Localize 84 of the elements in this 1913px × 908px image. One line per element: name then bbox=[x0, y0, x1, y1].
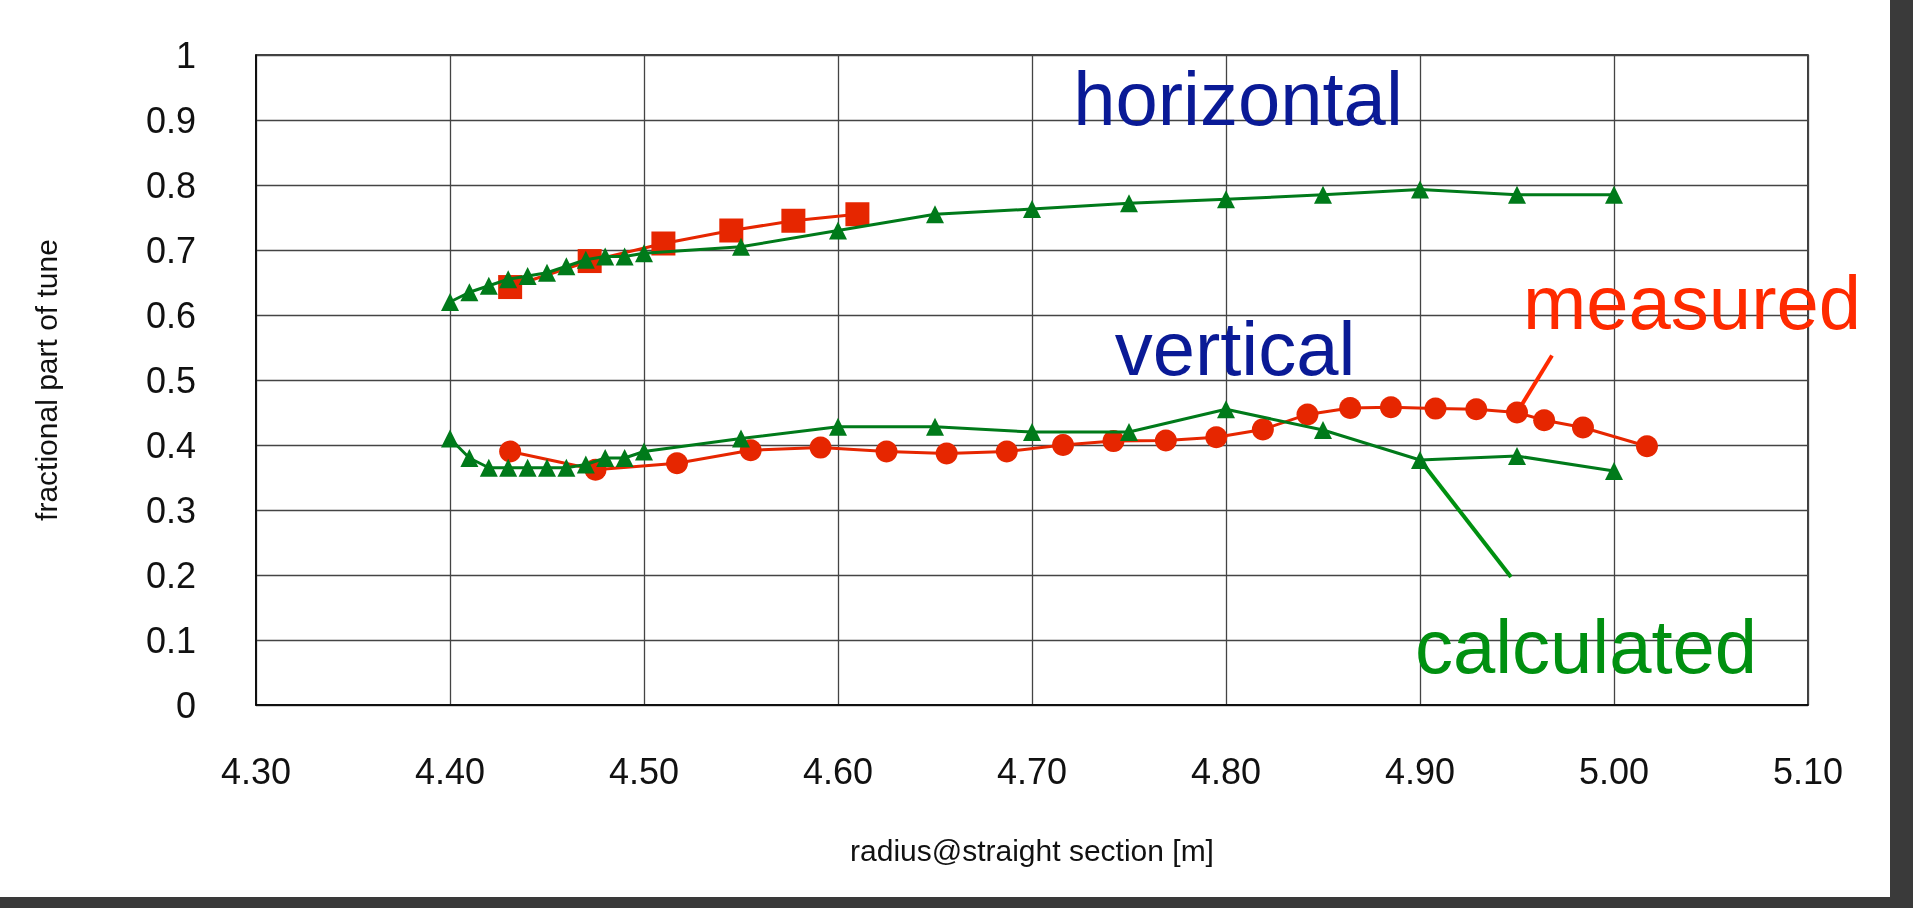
point bbox=[1120, 194, 1138, 213]
point bbox=[479, 276, 498, 295]
point bbox=[518, 458, 537, 477]
point bbox=[1154, 429, 1177, 452]
point bbox=[1411, 180, 1429, 199]
point bbox=[1251, 418, 1274, 441]
x-tick-label: 4.30 bbox=[220, 750, 292, 792]
point bbox=[926, 417, 944, 436]
y-tick-label: 0.5 bbox=[145, 359, 196, 401]
point bbox=[1424, 397, 1447, 420]
x-tick-label: 4.50 bbox=[608, 750, 680, 792]
point bbox=[635, 442, 653, 461]
y-tick-label: 0.3 bbox=[145, 489, 196, 531]
point bbox=[596, 449, 615, 467]
x-tick-label: 5.00 bbox=[1578, 750, 1650, 792]
point bbox=[845, 202, 870, 227]
x-tick-label: 4.90 bbox=[1384, 750, 1456, 792]
point bbox=[441, 293, 459, 311]
point bbox=[995, 440, 1018, 463]
point bbox=[1508, 447, 1526, 466]
x-axis-title: radius@straight section [m] bbox=[850, 833, 1214, 867]
point bbox=[596, 247, 615, 266]
y-tick-label: 0.4 bbox=[145, 424, 196, 466]
x-tick-label: 4.70 bbox=[996, 750, 1068, 792]
point bbox=[499, 440, 522, 463]
point bbox=[1217, 190, 1235, 209]
point bbox=[732, 429, 750, 448]
point bbox=[1508, 185, 1526, 204]
point bbox=[1605, 462, 1623, 480]
x-tick-label: 4.40 bbox=[414, 750, 486, 792]
point bbox=[1205, 426, 1228, 449]
point bbox=[1023, 423, 1041, 441]
point bbox=[615, 247, 634, 266]
y-tick-label: 0.2 bbox=[145, 554, 196, 596]
point bbox=[1296, 403, 1319, 426]
point bbox=[460, 449, 479, 467]
point bbox=[875, 440, 898, 463]
y-tick-label: 0 bbox=[175, 684, 196, 726]
point bbox=[1314, 421, 1332, 440]
y-tick-label: 0.7 bbox=[145, 229, 196, 271]
point bbox=[1379, 396, 1402, 419]
point bbox=[1217, 400, 1235, 419]
point bbox=[926, 205, 944, 224]
point bbox=[557, 458, 576, 477]
x-tick-label: 4.80 bbox=[1190, 750, 1262, 792]
point bbox=[1465, 398, 1488, 421]
point bbox=[538, 263, 556, 282]
y-tick-label: 0.1 bbox=[145, 619, 196, 661]
point bbox=[557, 257, 576, 276]
point bbox=[635, 244, 653, 263]
point bbox=[809, 436, 832, 459]
x-tick-label: 4.60 bbox=[802, 750, 874, 792]
point bbox=[732, 237, 750, 256]
y-tick-label: 0.9 bbox=[145, 99, 196, 141]
point bbox=[1339, 396, 1362, 419]
point bbox=[576, 455, 595, 474]
point bbox=[460, 283, 479, 302]
point bbox=[666, 452, 688, 475]
x-tick-label: 5.10 bbox=[1772, 750, 1844, 792]
point bbox=[719, 218, 744, 243]
point bbox=[829, 417, 847, 436]
point bbox=[1636, 435, 1658, 458]
point bbox=[499, 458, 518, 477]
y-tick-label: 0.6 bbox=[145, 294, 196, 336]
point bbox=[1120, 423, 1138, 441]
point bbox=[538, 458, 556, 477]
point bbox=[1052, 434, 1075, 456]
y-tick-label: 0.8 bbox=[145, 164, 196, 206]
point bbox=[615, 449, 634, 467]
point bbox=[829, 221, 847, 240]
point bbox=[518, 267, 537, 285]
point bbox=[935, 442, 958, 465]
point bbox=[1023, 200, 1041, 219]
point bbox=[441, 429, 459, 448]
y-axis-title: fractional part of tune bbox=[29, 239, 63, 521]
point bbox=[1571, 416, 1594, 439]
point bbox=[1411, 450, 1429, 469]
y-tick-label: 1 bbox=[175, 34, 196, 76]
point bbox=[781, 208, 806, 233]
point bbox=[479, 458, 498, 477]
point bbox=[1533, 409, 1556, 432]
point bbox=[1314, 185, 1332, 204]
point bbox=[1506, 401, 1528, 424]
point bbox=[1605, 185, 1623, 204]
